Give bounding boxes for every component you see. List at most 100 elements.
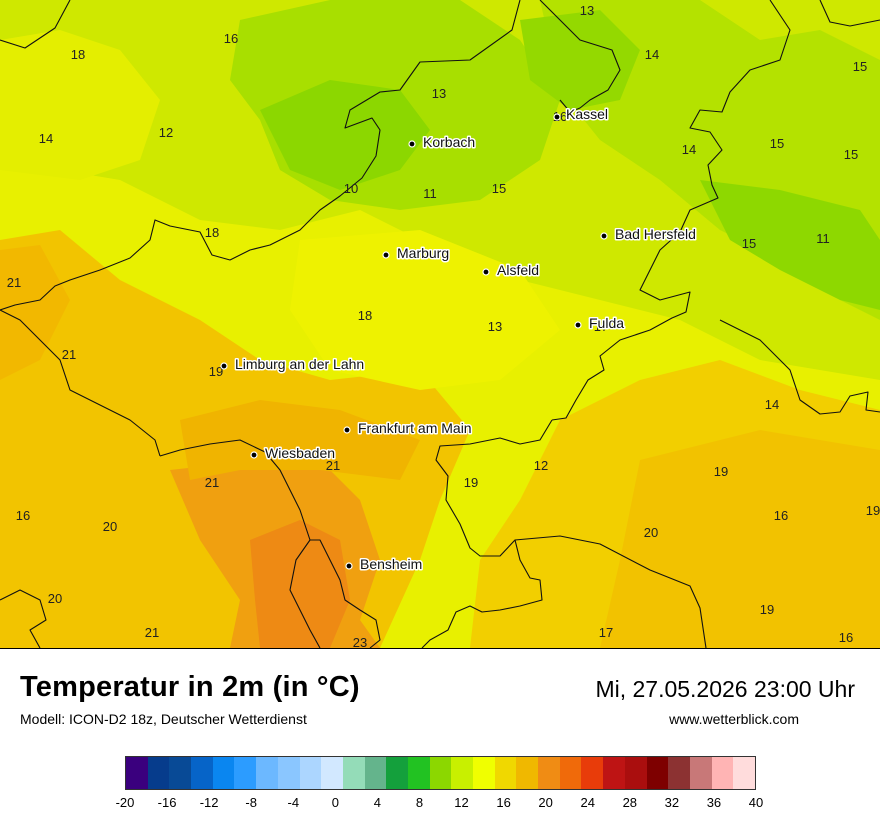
border-north-2 (539, 0, 621, 113)
temp-value: 18 (71, 47, 85, 62)
city-label: Bad Hersfeld (615, 226, 696, 242)
city-bensheim[interactable]: Bensheim (345, 555, 424, 574)
temp-value: 16 (224, 31, 238, 46)
color-swatch (451, 757, 473, 789)
temp-value: 15 (853, 59, 867, 74)
temp-zone-southeast-warm (600, 430, 880, 648)
color-swatch (668, 757, 690, 789)
city-dot (220, 362, 228, 370)
city-dot (553, 113, 561, 121)
temp-value: 19 (714, 464, 728, 479)
city-frankfurt[interactable]: Frankfurt am Main (343, 419, 473, 438)
city-dot (574, 321, 582, 329)
color-swatch (733, 757, 755, 789)
scale-tick-label: -8 (245, 795, 257, 810)
city-markers: Kassel Korbach Bad Hersfeld Marburg Alsf… (220, 105, 697, 574)
city-label: Alsfeld (497, 262, 539, 278)
border-south-bavaria (421, 419, 553, 648)
temp-value: 19 (760, 602, 774, 617)
color-swatch (191, 757, 213, 789)
color-swatch (386, 757, 408, 789)
temp-value: 12 (534, 458, 548, 473)
temp-zone-warm-frankfurt (180, 400, 420, 480)
border-east-2 (819, 0, 880, 27)
temp-value: 16 (16, 508, 30, 523)
temp-zone-cold-core (260, 80, 430, 190)
temp-value: 20 (103, 519, 117, 534)
temp-value: 20 (48, 591, 62, 606)
scale-tick-label: 12 (454, 795, 469, 810)
city-label: Fulda (589, 315, 624, 331)
color-swatch (538, 757, 560, 789)
temp-value: 21 (205, 475, 219, 490)
color-swatch (711, 757, 734, 789)
temp-zone-orange-west-edge (0, 245, 70, 380)
color-swatch (429, 757, 452, 789)
scale-tick-label: -20 (115, 795, 135, 810)
color-swatch (212, 757, 235, 789)
temperature-map: 13 16 18 14 15 14 12 13 16 15 14 15 10 1… (0, 0, 880, 649)
scale-tick-label: 32 (664, 795, 680, 810)
city-label: Bensheim (360, 556, 422, 572)
city-bad-hersfeld[interactable]: Bad Hersfeld (600, 225, 697, 244)
border-north (0, 0, 521, 311)
temp-value: 17 (599, 625, 613, 640)
city-dot (345, 562, 353, 570)
city-limburg[interactable]: Limburg an der Lahn (220, 355, 366, 374)
temp-value: 15 (742, 236, 756, 251)
temp-value: 19 (209, 364, 223, 379)
temp-zone-hot-rhine (250, 520, 350, 648)
city-korbach[interactable]: Korbach (408, 133, 477, 152)
temp-value: 20 (644, 525, 658, 540)
temp-zone-center-yellow (290, 230, 560, 390)
map-footer: Temperatur in 2m (in °C) Modell: ICON-D2… (0, 649, 880, 830)
temp-value: 14 (39, 131, 53, 146)
border-southwest-rhine (159, 439, 321, 648)
city-fulda[interactable]: Fulda (574, 314, 626, 333)
color-swatch (277, 757, 300, 789)
scale-tick-label: 0 (331, 795, 339, 810)
color-swatch (364, 757, 387, 789)
temp-zone-west-yellow (0, 30, 160, 180)
city-kassel[interactable]: Kassel (553, 105, 610, 124)
scale-tick-label: 20 (538, 795, 553, 810)
website-link[interactable]: www.wetterblick.com (669, 711, 799, 727)
color-swatch (581, 757, 604, 789)
temp-value: 13 (432, 86, 446, 101)
temp-value: 16 (839, 630, 853, 645)
color-swatch (342, 757, 365, 789)
temp-value: 11 (816, 231, 830, 246)
temp-value: 18 (205, 225, 219, 240)
city-marburg[interactable]: Marburg (382, 244, 451, 263)
border-northwest (0, 0, 71, 49)
border-southwest-corner (0, 589, 47, 648)
scale-tick-label: -16 (157, 795, 177, 810)
temp-zone-kassel-cold (520, 10, 640, 110)
city-dot (250, 451, 258, 459)
temp-value: 15 (492, 181, 506, 196)
temperature-values: 13 16 18 14 15 14 12 13 16 15 14 15 10 1… (7, 3, 880, 648)
color-swatch (516, 757, 539, 789)
scale-tick-label: 28 (622, 795, 638, 810)
temp-value: 21 (7, 275, 21, 290)
temp-value: 14 (645, 47, 659, 62)
scale-tick-label: 24 (580, 795, 595, 810)
color-swatch (126, 757, 148, 789)
city-dot (600, 232, 608, 240)
border-east (551, 0, 791, 421)
scale-tick-label: 16 (496, 795, 511, 810)
temp-value: 13 (580, 3, 594, 18)
city-dot (382, 251, 390, 259)
temp-value: 14 (765, 397, 779, 412)
state-borders (0, 0, 880, 648)
scale-tick-label: 36 (706, 795, 722, 810)
city-wiesbaden[interactable]: Wiesbaden (250, 444, 337, 463)
temp-value: 13 (488, 319, 502, 334)
city-alsfeld[interactable]: Alsfeld (482, 261, 541, 280)
temp-value: 10 (344, 181, 358, 196)
color-swatch (169, 757, 192, 789)
color-swatch (624, 757, 647, 789)
color-swatch (256, 757, 278, 789)
color-swatch (407, 757, 430, 789)
temp-value: 12 (159, 125, 173, 140)
